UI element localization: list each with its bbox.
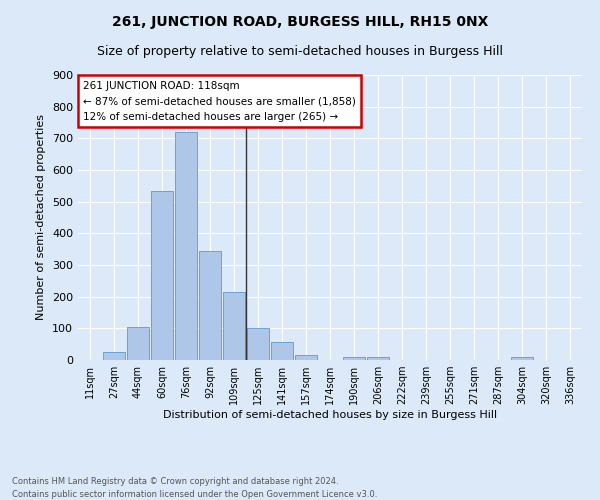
Text: Contains public sector information licensed under the Open Government Licence v3: Contains public sector information licen… [12,490,377,499]
Bar [295,354,317,360]
Bar [103,352,125,360]
Text: 261, JUNCTION ROAD, BURGESS HILL, RH15 0NX: 261, JUNCTION ROAD, BURGESS HILL, RH15 0… [112,15,488,29]
Bar [511,358,533,360]
Bar [367,357,389,360]
Bar [271,342,293,360]
Bar [247,328,269,360]
Bar [127,327,149,360]
Bar [343,357,365,360]
X-axis label: Distribution of semi-detached houses by size in Burgess Hill: Distribution of semi-detached houses by … [163,410,497,420]
Y-axis label: Number of semi-detached properties: Number of semi-detached properties [37,114,46,320]
Bar [175,132,197,360]
Bar [151,190,173,360]
Text: Size of property relative to semi-detached houses in Burgess Hill: Size of property relative to semi-detach… [97,45,503,58]
Bar [223,292,245,360]
Bar [199,251,221,360]
Text: Contains HM Land Registry data © Crown copyright and database right 2024.: Contains HM Land Registry data © Crown c… [12,478,338,486]
Text: 261 JUNCTION ROAD: 118sqm
← 87% of semi-detached houses are smaller (1,858)
12% : 261 JUNCTION ROAD: 118sqm ← 87% of semi-… [83,80,356,122]
